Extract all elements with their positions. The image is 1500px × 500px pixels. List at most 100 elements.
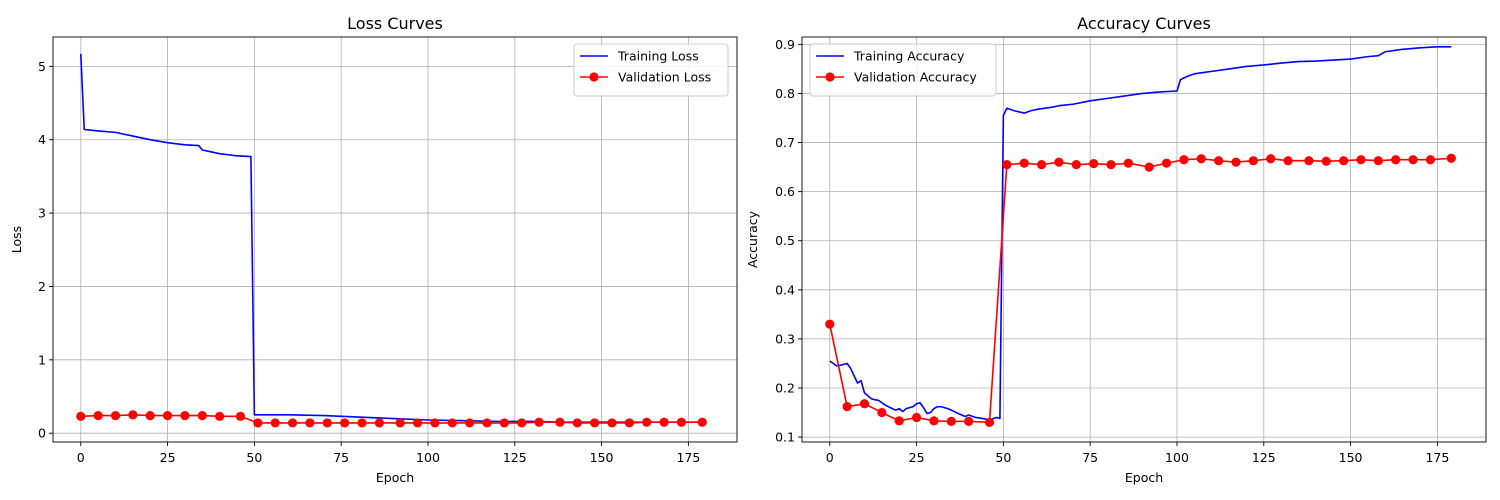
validation-accuracy-point	[1373, 156, 1383, 166]
plot-frame	[801, 36, 1487, 443]
y-tick-label: 0.3	[775, 331, 795, 346]
validation-loss-point	[145, 410, 155, 421]
y-tick-label: 0.6	[775, 184, 795, 199]
validation-loss-legend-marker	[589, 72, 599, 82]
validation-accuracy-point	[1283, 156, 1293, 166]
validation-accuracy-point	[1214, 156, 1224, 166]
validation-loss-point	[197, 410, 207, 421]
validation-accuracy-point	[842, 402, 852, 412]
validation-loss-point	[162, 410, 173, 421]
legend: Training Loss Validation Loss	[573, 43, 729, 97]
validation-accuracy-point	[911, 412, 922, 423]
y-tick-label: 2	[38, 279, 46, 294]
validation-loss-point	[572, 418, 582, 428]
validation-loss-point	[447, 418, 457, 428]
y-tick-label: 0	[38, 426, 46, 441]
validation-loss-point	[517, 418, 527, 428]
training-accuracy-line	[829, 46, 1452, 421]
x-tick-label: 50	[246, 450, 262, 465]
validation-accuracy-point	[877, 407, 887, 418]
validation-accuracy-point	[1231, 157, 1241, 167]
validation-accuracy-point	[1089, 159, 1099, 169]
validation-loss-point	[659, 417, 669, 427]
validation-accuracy-point	[894, 416, 904, 426]
validation-accuracy-point	[1321, 156, 1331, 166]
validation-accuracy-legend-label: Validation Accuracy	[854, 70, 977, 85]
validation-loss-point	[93, 410, 103, 421]
validation-accuracy-point	[1304, 156, 1314, 166]
y-tick-label: 0.1	[775, 430, 795, 445]
validation-loss-point	[465, 418, 475, 428]
x-tick-label: 100	[1165, 450, 1189, 465]
validation-loss-point	[215, 411, 225, 421]
validation-accuracy-point	[1248, 156, 1258, 166]
validation-accuracy-point	[1339, 156, 1349, 166]
validation-loss-point	[590, 418, 600, 428]
validation-loss-point	[322, 418, 332, 428]
validation-loss-point	[607, 418, 617, 428]
validation-accuracy-point	[964, 416, 974, 426]
x-axis-label: Epoch	[1125, 470, 1163, 485]
validation-accuracy-legend-marker	[825, 72, 835, 82]
x-tick-label: 75	[1082, 450, 1098, 465]
x-tick-label: 175	[676, 450, 700, 465]
validation-loss-point	[395, 418, 405, 428]
validation-accuracy-point	[1106, 160, 1116, 170]
validation-accuracy-point	[1019, 158, 1029, 168]
validation-loss-point	[697, 417, 707, 427]
validation-accuracy-point	[1425, 155, 1436, 165]
y-tick-label: 0.2	[775, 381, 795, 396]
legend: Training Accuracy Validation Accuracy	[809, 43, 997, 97]
validation-loss-point	[430, 418, 440, 428]
validation-accuracy-point	[1446, 153, 1456, 163]
y-tick-label: 5	[38, 59, 46, 74]
validation-loss-point	[110, 410, 121, 421]
validation-loss-point	[253, 418, 263, 428]
validation-loss-point	[676, 417, 687, 427]
x-tick-label: 75	[333, 450, 349, 465]
validation-loss-point	[555, 417, 565, 427]
validation-loss-point	[76, 411, 86, 421]
x-tick-label: 25	[160, 450, 176, 465]
validation-accuracy-point	[859, 399, 870, 409]
validation-accuracy-point	[1391, 155, 1401, 165]
y-tick-label: 1	[38, 352, 46, 367]
chart-title: Loss Curves	[347, 14, 443, 33]
validation-loss-point	[305, 418, 315, 428]
x-tick-label: 150	[590, 450, 614, 465]
validation-loss-point	[642, 417, 652, 427]
x-tick-label: 150	[1339, 450, 1363, 465]
validation-accuracy-point	[1071, 160, 1081, 170]
training-loss-legend-label: Training Loss	[617, 49, 699, 64]
validation-loss-point	[180, 410, 190, 421]
validation-loss-point	[374, 418, 384, 428]
validation-accuracy-point	[1123, 158, 1133, 168]
y-tick-label: 0.4	[775, 282, 795, 297]
accuracy-chart-panel: 0 25 50 75 100 125 150 175 0.1 0.2 0.3 0.4 0.5 0.6 0.7…	[745, 14, 1487, 485]
validation-accuracy-point	[1144, 162, 1154, 172]
training-accuracy-legend-label: Training Accuracy	[853, 49, 965, 64]
validation-loss-point	[412, 418, 423, 428]
x-tick-label: 0	[77, 450, 85, 465]
x-tick-label: 125	[1252, 450, 1276, 465]
validation-loss-point	[534, 417, 544, 427]
legend-box	[809, 43, 997, 97]
x-tick-label: 175	[1425, 450, 1449, 465]
plot-frame	[52, 36, 738, 443]
y-tick-label: 4	[38, 132, 46, 147]
validation-accuracy-point	[825, 319, 835, 329]
y-tick-label: 0.8	[775, 86, 795, 101]
validation-loss-legend-label: Validation Loss	[618, 70, 711, 85]
validation-loss-point	[287, 418, 298, 428]
x-tick-label: 125	[503, 450, 527, 465]
y-axis-label: Accuracy	[745, 210, 760, 268]
validation-accuracy-point	[1179, 155, 1189, 165]
validation-loss-point	[357, 418, 367, 428]
x-tick-label: 0	[826, 450, 834, 465]
x-tick-label: 25	[909, 450, 925, 465]
y-axis-label: Loss	[9, 226, 24, 253]
y-tick-label: 3	[38, 206, 46, 221]
loss-chart-panel: 0 25 50 75 100 125 150 175 0 1 2 3 4 5 Loss Curves Epoc…	[9, 14, 738, 485]
validation-loss-point	[499, 418, 509, 428]
validation-accuracy-point	[1036, 160, 1047, 170]
